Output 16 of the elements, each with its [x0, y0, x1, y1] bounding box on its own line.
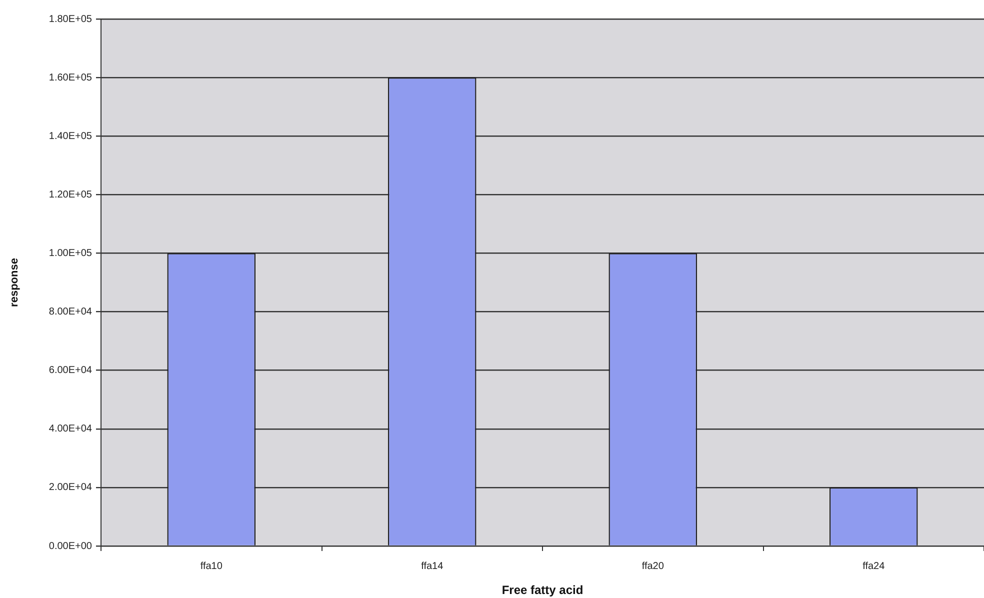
y-tick-label: 1.00E+05 [48, 248, 92, 259]
x-axis-title: Free fatty acid [502, 583, 584, 598]
y-tick-label: 2.00E+04 [48, 482, 92, 494]
x-tick-label: ffa24 [862, 560, 886, 572]
y-tick-label: 1.60E+05 [48, 72, 92, 84]
x-tick-label: ffa14 [421, 560, 444, 572]
y-axis-title: response [8, 258, 21, 307]
y-tick-label: 1.40E+05 [48, 130, 92, 142]
x-tick-label: ffa20 [642, 560, 664, 572]
y-tick-label: 6.00E+04 [48, 365, 92, 376]
y-tick-label: 8.00E+04 [48, 306, 92, 318]
y-tick-label: 0.00E+00 [48, 540, 92, 552]
x-tick-label: ffa10 [200, 560, 223, 572]
y-tick-label: 4.00E+04 [48, 424, 92, 435]
y-tick-label: 1.20E+05 [48, 189, 92, 200]
y-tick-label: 1.80E+05 [48, 14, 92, 25]
